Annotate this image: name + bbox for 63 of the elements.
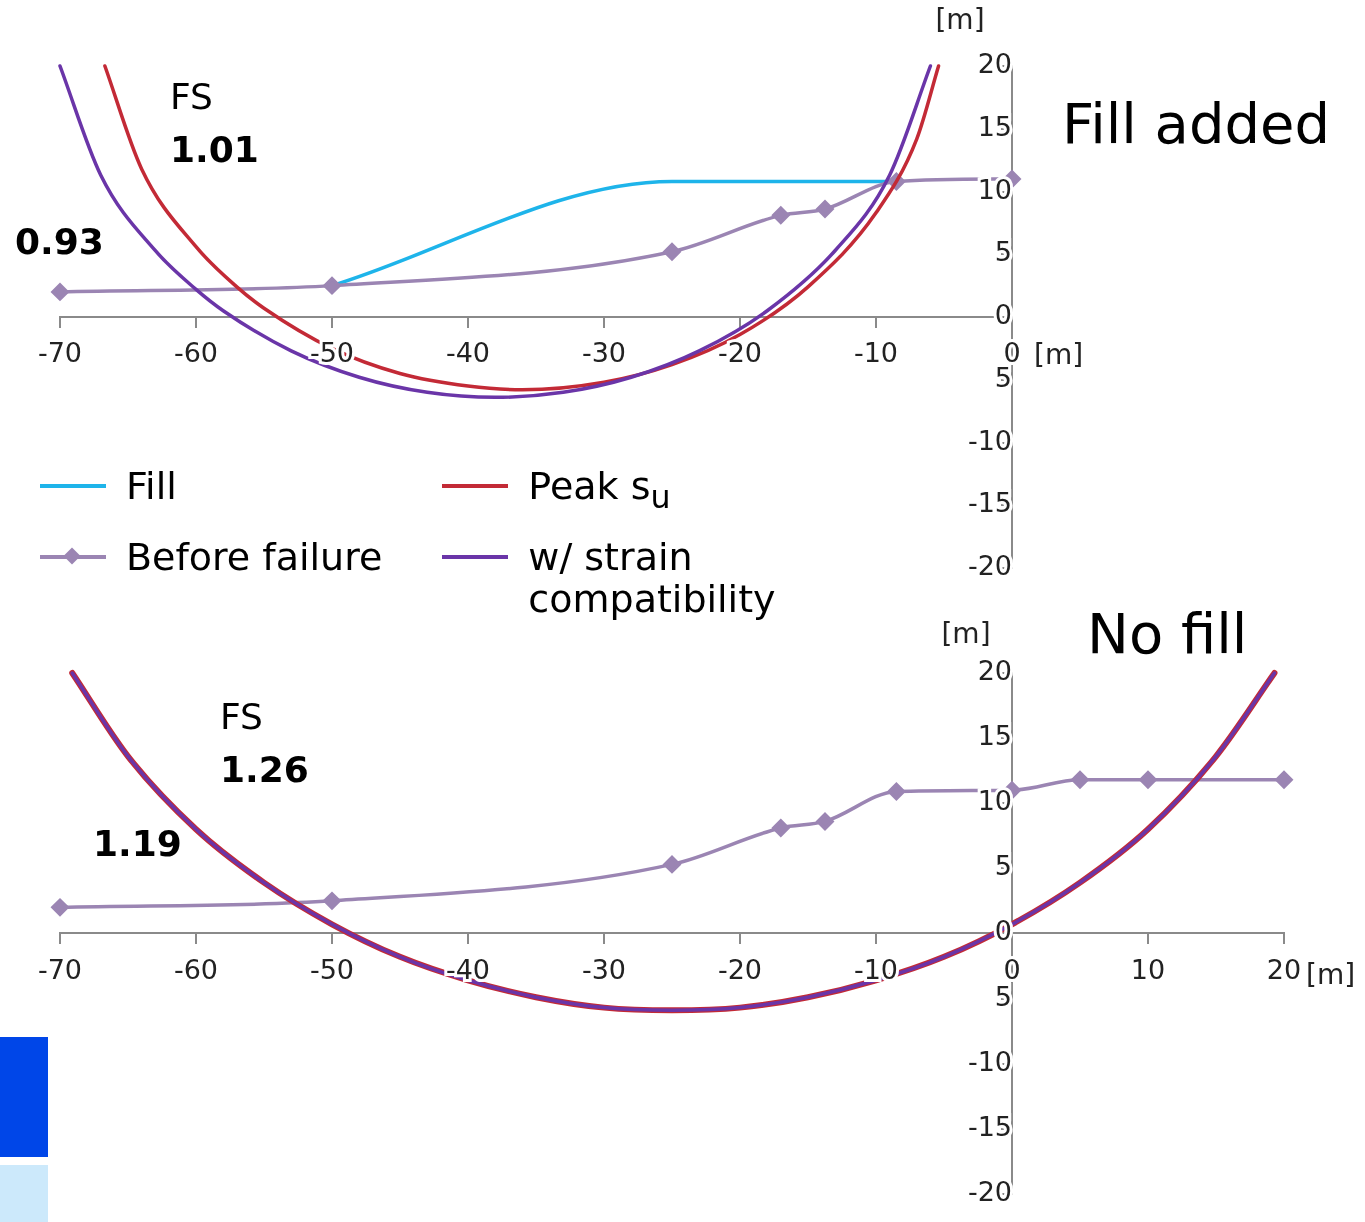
- point: [772, 206, 790, 225]
- point: [816, 200, 834, 218]
- point: [1139, 771, 1157, 789]
- x-tick-label: -10: [853, 953, 899, 985]
- legend-label: Fill: [126, 464, 177, 508]
- x-tick-label: -40: [445, 953, 491, 985]
- y-axis-title: [m]: [935, 3, 985, 37]
- y-tick-label: 10: [977, 785, 1012, 817]
- y-tick-label: 0: [994, 299, 1012, 331]
- point: [1275, 771, 1293, 789]
- x-tick-label: 20: [1266, 953, 1302, 985]
- x-axis-title: [m]: [1306, 958, 1356, 992]
- legend-label: Before failure: [126, 534, 383, 579]
- x-tick-label: -30: [581, 337, 627, 369]
- annotation: 1.19: [93, 823, 182, 865]
- point: [816, 812, 834, 831]
- y-tick-label: 15: [977, 720, 1012, 752]
- y-tick-label: -10: [967, 424, 1012, 456]
- annotation: 1.01: [170, 129, 259, 171]
- y-tick-label: 5: [994, 361, 1012, 393]
- x-tick-label: -70: [37, 953, 83, 985]
- legend-label: Peak s$_{u}$: [528, 464, 671, 517]
- y-tick-label: 0: [994, 915, 1012, 947]
- point: [663, 242, 681, 261]
- point: [887, 782, 906, 801]
- point: [323, 892, 341, 910]
- text: Fill added: [1062, 90, 1331, 156]
- x-axis-title: [m]: [1034, 338, 1084, 372]
- annotation: FS: [170, 76, 213, 118]
- annotation: 0.93: [15, 221, 104, 263]
- y-tick-label: 20: [977, 48, 1012, 80]
- y-tick-label: -20: [967, 1175, 1012, 1207]
- x-tick-label: -60: [173, 337, 219, 369]
- y-tick-label: -15: [967, 487, 1012, 519]
- point: [51, 283, 69, 301]
- x-tick-label: -30: [581, 953, 627, 985]
- x-tick-label: -10: [853, 337, 899, 369]
- point: [772, 819, 790, 837]
- text: No fill: [1087, 600, 1248, 666]
- point: [663, 855, 681, 874]
- y-tick-label: 5: [994, 236, 1012, 268]
- y-tick-label: 15: [977, 110, 1012, 142]
- y-tick-label: 20: [977, 655, 1012, 687]
- point: [51, 898, 69, 917]
- y-tick-label: -15: [967, 1110, 1012, 1142]
- x-tick-label: -50: [309, 953, 355, 985]
- annotation: FS: [220, 696, 263, 738]
- annotation: 1.26: [220, 749, 309, 791]
- legend-label: w/ strain compatibility: [528, 534, 777, 621]
- x-tick-label: -20: [717, 337, 763, 369]
- x-tick-label: -40: [445, 337, 491, 369]
- x-tick-label: -70: [37, 337, 83, 369]
- y-tick-label: 5: [994, 980, 1012, 1012]
- y-tick-label: 5: [994, 850, 1012, 882]
- y-tick-label: 10: [977, 173, 1012, 205]
- y-tick-label: -20: [967, 550, 1012, 582]
- x-tick-label: 10: [1130, 953, 1166, 985]
- x-tick-label: -60: [173, 953, 219, 985]
- point: [323, 276, 341, 295]
- y-axis-title: [m]: [941, 617, 991, 651]
- point: [1071, 771, 1089, 789]
- y-tick-label: -10: [967, 1045, 1012, 1077]
- x-tick-label: -20: [717, 953, 763, 985]
